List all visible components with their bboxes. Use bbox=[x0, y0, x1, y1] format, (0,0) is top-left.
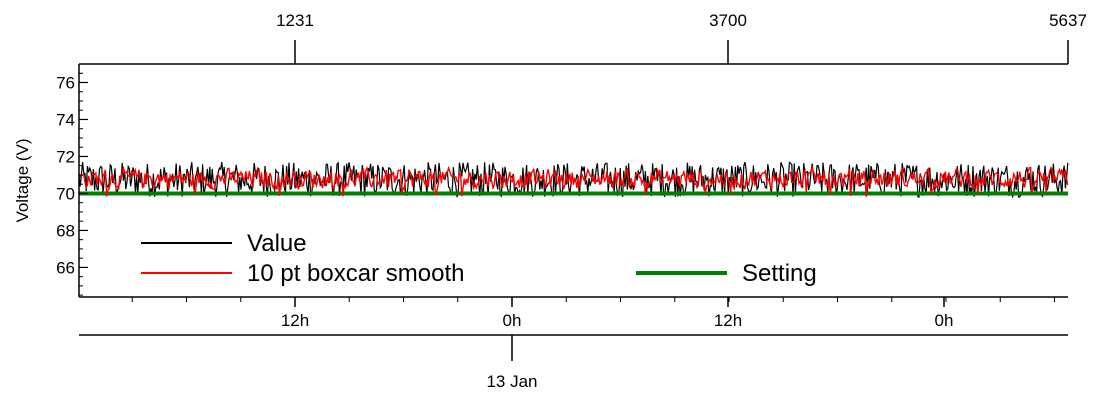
top-axis-label: 1231 bbox=[276, 11, 314, 30]
x-tick-label: 0h bbox=[935, 311, 954, 330]
y-tick-label: 72 bbox=[56, 147, 75, 166]
plot-area bbox=[78, 161, 1069, 199]
x-tick-label: 0h bbox=[503, 311, 522, 330]
top-axis-label: 3700 bbox=[709, 11, 747, 30]
y-tick-label: 76 bbox=[56, 73, 75, 92]
y-tick-label: 70 bbox=[56, 184, 75, 203]
y-tick-label: 74 bbox=[56, 110, 75, 129]
top-axis-label: 5637 bbox=[1049, 11, 1087, 30]
y-tick-label: 68 bbox=[56, 221, 75, 240]
legend: Value 10 pt boxcar smooth Setting bbox=[141, 230, 817, 287]
legend-label-setting: Setting bbox=[742, 260, 817, 287]
y-axis-title: Voltage (V) bbox=[13, 138, 32, 222]
series-smooth-line bbox=[78, 165, 1069, 197]
legend-label-smooth: 10 pt boxcar smooth bbox=[247, 260, 464, 287]
y-tick-label: 66 bbox=[56, 258, 75, 277]
x-tick-label: 12h bbox=[281, 311, 309, 330]
date-axis-label: 13 Jan bbox=[486, 372, 537, 391]
x-tick-label: 12h bbox=[714, 311, 742, 330]
legend-label-value: Value bbox=[247, 230, 307, 257]
axes: 66 68 70 72 74 76 Voltage (V) 1231 3700 5637 12h 0h… bbox=[13, 11, 1087, 391]
